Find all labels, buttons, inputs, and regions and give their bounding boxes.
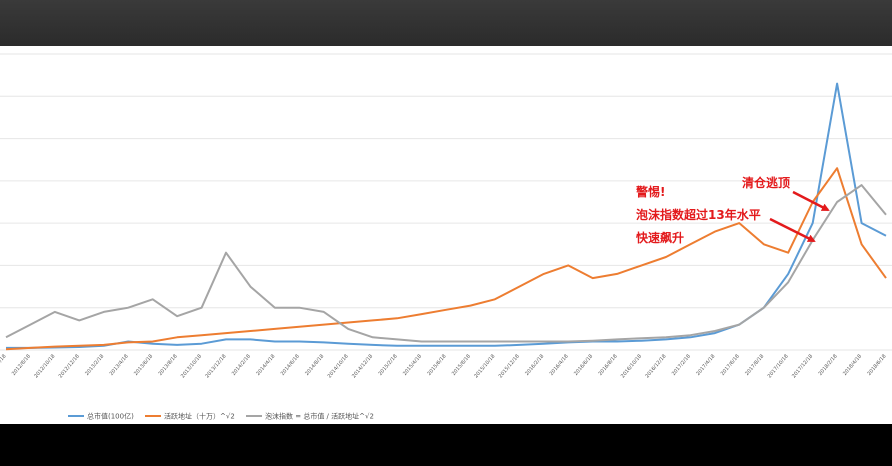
legend-label-market-cap: 总市值(100亿) xyxy=(87,412,134,421)
legend-item-bubble-index: 泡沫指数 = 总市值 / 活跃地址^√2 xyxy=(246,412,374,421)
annotations: 警惕! 泡沫指数超过13年水平 快速飙升 清仓逃顶 xyxy=(635,175,830,245)
x-tick-label: 2014/2/18 xyxy=(231,353,252,376)
x-tick-label: 2014/8/18 xyxy=(304,353,325,376)
gridlines xyxy=(0,53,892,351)
x-tick-label: 2017/4/18 xyxy=(695,353,716,376)
series-lines xyxy=(5,82,887,351)
annotation-sell-top: 清仓逃顶 xyxy=(742,175,790,190)
x-tick-label: 2018/2/18 xyxy=(818,353,839,376)
series-line-2 xyxy=(5,184,887,343)
arrow-to-top xyxy=(792,190,830,212)
x-tick-label: 2012/6/18 xyxy=(0,353,8,376)
x-tick-label: 2017/8/18 xyxy=(744,353,765,376)
annotation-warning: 警惕! xyxy=(635,184,665,199)
x-tick-label: 2018/4/18 xyxy=(842,353,863,376)
x-tick-label: 2015/10/18 xyxy=(473,353,496,379)
x-tick-label: 2016/12/18 xyxy=(644,353,667,379)
x-tick-label: 2013/8/18 xyxy=(158,353,179,376)
x-tick-label: 2016/8/18 xyxy=(598,353,619,376)
x-tick-label: 2014/12/18 xyxy=(351,353,374,379)
x-tick-label: 2018/6/18 xyxy=(866,353,887,376)
x-tick-label: 2012/12/18 xyxy=(58,353,81,379)
line-chart: 2012/6/18 2012/8/18 2012/10/18 2012/12/18 20… xyxy=(0,53,892,421)
x-tick-label: 2013/12/18 xyxy=(204,353,227,379)
x-tick-label: 2013/6/18 xyxy=(133,353,154,376)
series-line-1 xyxy=(5,167,887,351)
x-axis-tick-labels: 2012/6/18 2012/8/18 2012/10/18 2012/12/18 20… xyxy=(0,353,888,379)
x-tick-label: 2013/2/18 xyxy=(84,353,105,376)
x-tick-label: 2014/6/18 xyxy=(280,353,301,376)
x-tick-label: 2016/10/18 xyxy=(620,353,643,379)
legend-label-bubble-index: 泡沫指数 = 总市值 / 活跃地址^√2 xyxy=(265,412,374,421)
x-tick-label: 2012/10/18 xyxy=(33,353,56,379)
x-tick-label: 2015/4/18 xyxy=(402,353,423,376)
x-tick-label: 2017/10/18 xyxy=(767,353,790,379)
legend-item-active-addresses: 活跃地址（十万）^√2 xyxy=(145,412,235,421)
x-tick-label: 2013/4/18 xyxy=(109,353,130,376)
top-letterbox-band xyxy=(0,0,892,46)
x-tick-label: 2013/10/18 xyxy=(180,353,203,379)
arrow-to-bubble-peak xyxy=(769,217,816,243)
x-tick-label: 2014/4/18 xyxy=(255,353,276,376)
annotation-rapid-rise: 快速飙升 xyxy=(636,230,684,245)
annotation-bubble-index: 泡沫指数超过13年水平 xyxy=(636,207,761,222)
x-tick-label: 2017/2/18 xyxy=(671,353,692,376)
x-tick-label: 2012/8/18 xyxy=(11,353,32,376)
x-tick-label: 2017/12/18 xyxy=(791,353,814,379)
x-tick-label: 2015/6/18 xyxy=(426,353,447,376)
x-tick-label: 2016/6/18 xyxy=(573,353,594,376)
x-tick-label: 2015/12/18 xyxy=(498,353,521,379)
x-tick-label: 2017/6/18 xyxy=(720,353,741,376)
x-tick-label: 2015/2/18 xyxy=(378,353,399,376)
x-tick-label: 2014/10/18 xyxy=(327,353,350,379)
chart-panel: 2012/6/18 2012/8/18 2012/10/18 2012/12/18 20… xyxy=(0,46,892,424)
x-tick-label: 2016/4/18 xyxy=(549,353,570,376)
bottom-letterbox-band xyxy=(0,424,892,466)
legend-item-market-cap: 总市值(100亿) xyxy=(68,412,134,421)
legend: 总市值(100亿) 活跃地址（十万）^√2 泡沫指数 = 总市值 / 活跃地址^… xyxy=(68,412,374,421)
x-tick-label: 2016/2/18 xyxy=(524,353,545,376)
legend-label-active-addresses: 活跃地址（十万）^√2 xyxy=(164,412,235,421)
x-tick-label: 2015/8/18 xyxy=(451,353,472,376)
